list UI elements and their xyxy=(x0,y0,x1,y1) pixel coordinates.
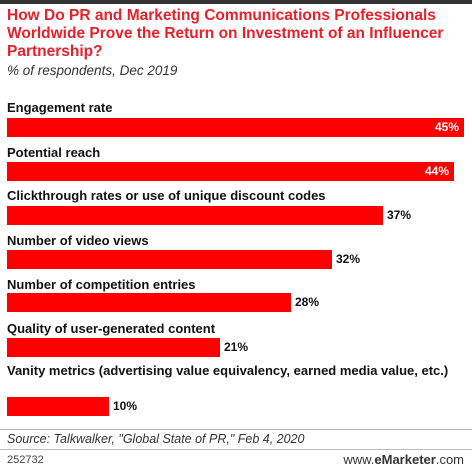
bar xyxy=(7,250,332,269)
top-rule xyxy=(0,0,472,4)
bar-label: Potential reach xyxy=(7,145,101,160)
source-note: Source: Talkwalker, "Global State of PR,… xyxy=(7,432,305,446)
bar-label: Vanity metrics (advertising value equiva… xyxy=(7,363,449,378)
bar-value-label: 37% xyxy=(387,208,412,222)
bar-label: Number of video views xyxy=(7,233,149,248)
bar xyxy=(7,293,291,312)
bar-value-label: 10% xyxy=(113,399,138,413)
bar xyxy=(7,338,220,357)
bar-value-label: 45% xyxy=(434,120,459,134)
bar xyxy=(7,162,454,181)
source-divider xyxy=(0,429,472,430)
bar xyxy=(7,206,383,225)
bar xyxy=(7,118,464,137)
bar-value-label: 44% xyxy=(424,164,449,178)
bar-label: Clickthrough rates or use of unique disc… xyxy=(7,188,326,203)
bar-label: Engagement rate xyxy=(7,100,113,115)
bar-value-label: 32% xyxy=(336,252,361,266)
bar-label: Number of competition entries xyxy=(7,277,196,292)
bar xyxy=(7,397,109,416)
brand-prefix: www. xyxy=(343,452,375,467)
bar-value-label: 21% xyxy=(224,340,249,354)
brand-logo: www.eMarketer.com xyxy=(343,452,464,467)
bar-label: Quality of user-generated content xyxy=(7,321,216,336)
chart-subtitle: % of respondents, Dec 2019 xyxy=(7,63,178,78)
brand-suffix: .com xyxy=(435,452,464,467)
chart-id: 252732 xyxy=(7,454,44,466)
bar-value-label: 28% xyxy=(295,295,320,309)
brand-name: eMarketer xyxy=(374,452,436,467)
chart-title: How Do PR and Marketing Communications P… xyxy=(7,7,444,60)
footer-divider xyxy=(0,449,472,450)
